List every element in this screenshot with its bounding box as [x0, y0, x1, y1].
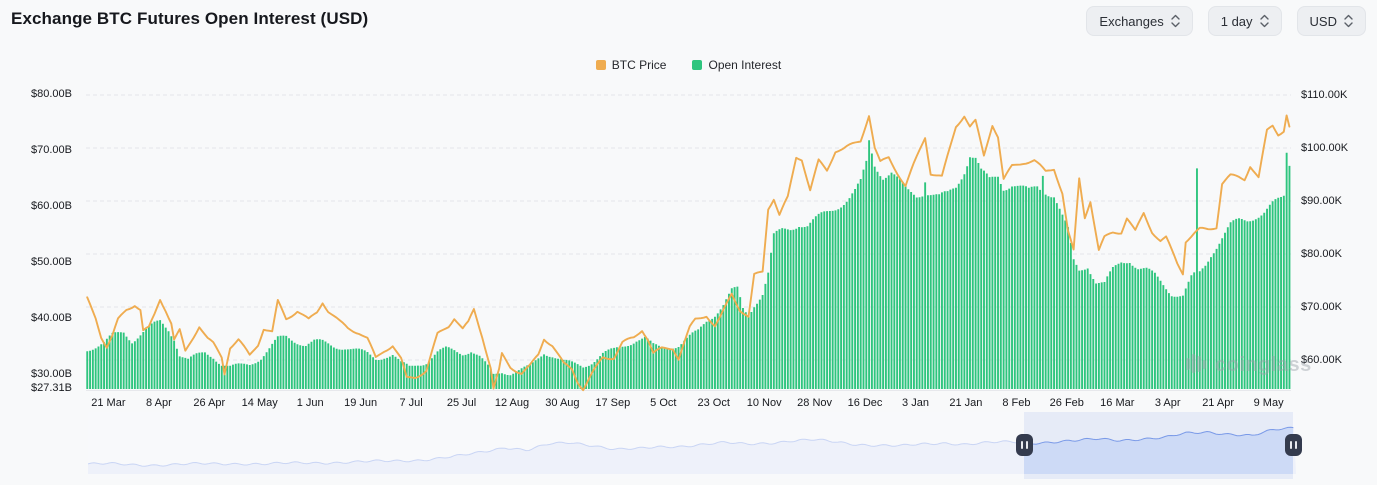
interval-select[interactable]: 1 day	[1207, 6, 1282, 36]
right-axis-tick-label: $90.00K	[1301, 195, 1342, 207]
left-axis-tick-label: $30.00B	[31, 368, 72, 381]
left-axis-min-label: $27.31B	[31, 382, 72, 395]
btc-price-line	[86, 114, 1291, 392]
right-axis-tick-label: $60.00K	[1301, 354, 1342, 366]
page-title: Exchange BTC Futures Open Interest (USD)	[11, 9, 369, 28]
x-axis-tick-label: 14 May	[241, 397, 278, 409]
left-axis-tick-label: $80.00B	[31, 88, 72, 101]
x-axis-tick-label: 30 Aug	[545, 397, 580, 409]
x-axis-tick-label: 9 May	[1253, 397, 1284, 409]
exchanges-select[interactable]: Exchanges	[1086, 6, 1193, 36]
right-axis-tick-label: $70.00K	[1301, 301, 1342, 313]
x-axis-tick-label: 21 Jan	[949, 397, 983, 409]
btc-price-swatch-icon	[595, 60, 606, 70]
x-axis-tick-label: 8 Feb	[1002, 397, 1031, 409]
x-axis-tick-label: 23 Oct	[697, 397, 730, 409]
left-axis-tick-label: $50.00B	[31, 256, 72, 269]
currency-select[interactable]: USD	[1296, 6, 1366, 36]
x-axis-tick-label: 3 Jan	[902, 397, 929, 409]
navigator-selected-window[interactable]	[1024, 412, 1293, 479]
header: Exchange BTC Futures Open Interest (USD)…	[0, 0, 1377, 42]
right-axis-tick-label: $100.00K	[1301, 142, 1349, 154]
header-controls: Exchanges 1 day USD	[1086, 6, 1366, 36]
legend-label: BTC Price	[611, 58, 667, 72]
x-axis-tick-label: 17 Sep	[595, 397, 631, 409]
interval-select-label: 1 day	[1220, 13, 1253, 29]
x-axis-tick-label: 21 Apr	[1202, 397, 1234, 409]
x-axis-tick-label: 26 Apr	[193, 397, 226, 409]
x-axis-tick-label: 1 Jun	[296, 397, 324, 409]
navigator-right-handle[interactable]	[1285, 434, 1302, 456]
select-arrows-icon	[1259, 14, 1269, 28]
x-axis-tick-label: 12 Aug	[494, 397, 530, 409]
select-arrows-icon	[1171, 14, 1180, 28]
x-axis-tick-label: 3 Apr	[1154, 397, 1181, 409]
x-axis-tick-label: 10 Nov	[746, 397, 782, 409]
x-axis-tick-label: 21 Mar	[91, 397, 126, 409]
left-axis-tick-label: $60.00B	[31, 200, 72, 213]
x-axis-tick-label: 26 Feb	[1049, 397, 1084, 409]
navigator-left-handle[interactable]	[1016, 434, 1033, 456]
x-axis-tick-label: 16 Dec	[847, 397, 883, 409]
x-axis-tick-label: 19 Jun	[344, 397, 378, 409]
legend-item-btc-price[interactable]: BTC Price	[595, 58, 667, 72]
x-axis-tick-label: 8 Apr	[146, 397, 172, 409]
chart-legend: BTC Price Open Interest	[0, 58, 1377, 72]
right-axis-tick-label: $110.00K	[1301, 89, 1348, 101]
main-chart[interactable]	[86, 85, 1291, 392]
select-arrows-icon	[1344, 14, 1353, 28]
x-axis-tick-label: 28 Nov	[797, 397, 833, 409]
x-axis-tick-label: 16 Mar	[1100, 397, 1135, 409]
range-navigator[interactable]	[88, 412, 1302, 479]
x-axis-tick-label: 5 Oct	[650, 397, 677, 409]
x-axis-tick-label: 7 Jul	[399, 397, 423, 409]
right-axis-tick-label: $80.00K	[1301, 248, 1342, 260]
legend-item-open-interest[interactable]: Open Interest	[692, 58, 781, 72]
currency-select-label: USD	[1309, 13, 1337, 29]
left-axis-tick-label: $40.00B	[31, 312, 72, 325]
x-axis-tick-label: 25 Jul	[446, 397, 477, 409]
legend-label: Open Interest	[708, 58, 782, 72]
exchanges-select-label: Exchanges	[1099, 13, 1164, 29]
open-interest-swatch-icon	[692, 60, 703, 70]
left-axis-tick-label: $70.00B	[31, 144, 72, 157]
open-interest-bars	[86, 140, 1291, 389]
